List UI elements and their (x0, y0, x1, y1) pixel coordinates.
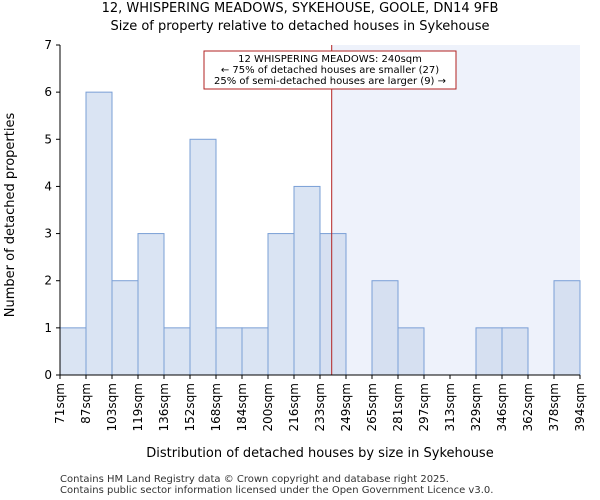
bar-216sqm (293, 185, 321, 376)
chart-title: 12, WHISPERING MEADOWS, SYKEHOUSE, GOOLE… (101, 1, 499, 16)
x-tick-label-281sqm: 281sqm (391, 383, 405, 431)
x-tick-label-249sqm: 249sqm (339, 383, 353, 431)
annotation-line-3: 25% of semi-detached houses are larger (… (214, 76, 446, 87)
x-tick-label-346sqm: 346sqm (495, 383, 509, 431)
y-tick-label: 0 (44, 368, 52, 382)
y-tick-label: 6 (44, 85, 52, 99)
x-tick-label-87sqm: 87sqm (79, 383, 93, 424)
x-tick-label-136sqm: 136sqm (157, 383, 171, 431)
bar-119sqm (137, 233, 165, 376)
x-tick-label-297sqm: 297sqm (417, 383, 431, 431)
footer-licence: Contains public sector information licen… (60, 485, 494, 496)
x-tick-label-103sqm: 103sqm (105, 383, 119, 431)
y-tick-label: 4 (44, 179, 52, 193)
x-tick-label-168sqm: 168sqm (209, 383, 223, 431)
bar-378sqm (553, 280, 581, 376)
x-tick-label-200sqm: 200sqm (261, 383, 275, 431)
bar-346sqm (501, 327, 529, 376)
y-tick-label: 2 (44, 274, 52, 288)
annotation-line-1: 12 WHISPERING MEADOWS: 240sqm (238, 54, 422, 65)
annotation-box: 12 WHISPERING MEADOWS: 240sqm ← 75% of d… (203, 50, 457, 90)
x-tick-label-265sqm: 265sqm (365, 383, 379, 431)
annotation-frame (203, 50, 457, 90)
bar-281sqm (397, 327, 425, 376)
bar-71sqm (59, 327, 87, 376)
bar-136sqm (163, 327, 191, 376)
bar-265sqm (371, 280, 399, 376)
bar-152sqm (189, 138, 217, 376)
bar-103sqm (111, 280, 139, 376)
x-tick-label-152sqm: 152sqm (183, 383, 197, 431)
x-tick-label-233sqm: 233sqm (313, 383, 327, 431)
x-axis-ticks: 71sqm 87sqm 103sqm 119sqm 136sqm 152sqm 168sqm… (53, 375, 587, 431)
x-tick-label-362sqm: 362sqm (521, 383, 535, 431)
x-tick-label-329sqm: 329sqm (469, 383, 483, 431)
x-tick-label-313sqm: 313sqm (443, 383, 457, 431)
bar-184sqm (241, 327, 269, 376)
bar-233sqm (319, 233, 347, 376)
bar-87sqm (85, 91, 113, 376)
y-axis-ticks: 0 1 2 3 4 5 6 7 (44, 38, 60, 382)
chart-subtitle: Size of property relative to detached ho… (110, 19, 490, 34)
y-tick-label: 5 (44, 132, 52, 146)
x-axis-label: Distribution of detached houses by size … (146, 446, 493, 461)
x-tick-label-71sqm: 71sqm (53, 383, 67, 424)
bars-group (59, 91, 581, 376)
y-tick-label: 7 (44, 38, 52, 52)
bar-168sqm (215, 327, 243, 376)
x-tick-label-119sqm: 119sqm (131, 383, 145, 431)
highlight-region (331, 45, 580, 375)
x-tick-label-184sqm: 184sqm (235, 383, 249, 431)
annotation-line-2: ← 75% of detached houses are smaller (27… (221, 65, 439, 76)
y-tick-label: 1 (44, 321, 52, 335)
x-tick-label-378sqm: 378sqm (547, 383, 561, 431)
footer-copyright: Contains HM Land Registry data © Crown c… (60, 474, 449, 485)
y-tick-label: 3 (44, 227, 52, 241)
x-tick-label-216sqm: 216sqm (287, 383, 301, 431)
y-axis-label: Number of detached properties (3, 113, 18, 318)
bar-200sqm (267, 233, 295, 376)
bar-329sqm (475, 327, 503, 376)
x-tick-label-394sqm: 394sqm (573, 383, 587, 431)
